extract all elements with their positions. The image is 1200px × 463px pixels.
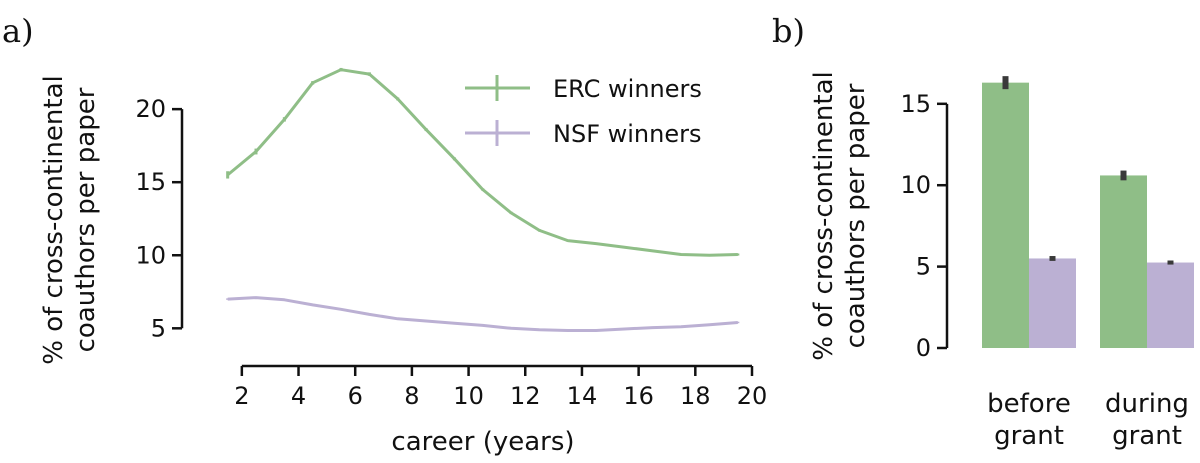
x-tick-label: 18	[680, 382, 711, 410]
category-label: grant	[994, 421, 1064, 451]
bar-chart-panel: % of cross-continental coauthors per pape…	[809, 71, 1194, 451]
line-chart-y-axis-label: % of cross-continental coauthors per pape…	[39, 75, 101, 365]
panel-label-a: a)	[2, 12, 34, 50]
x-tick-label: 2	[234, 382, 249, 410]
bar-erc-during	[1100, 175, 1147, 348]
y-axis-label-group: % of cross-continental coauthors per pape…	[809, 71, 871, 361]
x-tick-label: 20	[737, 382, 768, 410]
bar-erc-before	[982, 82, 1029, 349]
x-tick-label: 14	[567, 382, 598, 410]
x-tick-label: 10	[453, 382, 484, 410]
y-tick-label: 0	[916, 334, 931, 362]
y-tick-label: 5	[151, 314, 166, 342]
y-tick-label: 10	[135, 241, 166, 269]
bar-nsf-during	[1147, 262, 1194, 348]
line-chart-y-axis: 5 10 15 20	[135, 95, 184, 342]
y-axis-label-line-1: % of cross-continental	[39, 75, 69, 365]
y-axis-label-line-1: % of cross-continental	[809, 71, 839, 361]
y-tick-label: 15	[135, 168, 166, 196]
category-label: grant	[1112, 421, 1182, 451]
legend-label: NSF winners	[553, 120, 701, 148]
x-tick-label: 12	[510, 382, 541, 410]
y-axis-label-group: % of cross-continental coauthors per pape…	[39, 75, 101, 365]
y-tick-label: 20	[135, 95, 166, 123]
panel-label-b: b)	[772, 12, 805, 50]
bar-chart-y-axis-label: % of cross-continental coauthors per pape…	[809, 71, 871, 361]
bar-nsf-before	[1029, 258, 1076, 348]
category-label: before	[987, 389, 1071, 419]
x-tick-label: 6	[348, 382, 363, 410]
line-chart-panel: % of cross-continental coauthors per pape…	[39, 67, 768, 457]
bar-chart-bars	[982, 76, 1194, 349]
legend-label: ERC winners	[553, 75, 702, 103]
category-label: during	[1105, 389, 1189, 419]
line-chart-x-axis: 2 4 6 8 10 12 14 16 18 20	[234, 364, 768, 410]
y-axis-label-line-2: coauthors per paper	[841, 83, 871, 348]
y-tick-label: 15	[900, 90, 931, 118]
line-chart-series	[226, 67, 740, 332]
x-tick-label: 8	[404, 382, 419, 410]
x-tick-label: 16	[623, 382, 654, 410]
bar-chart-y-axis: 0 5 10 15	[900, 90, 949, 362]
y-axis-label-line-2: coauthors per paper	[71, 87, 101, 352]
line-chart-x-axis-label: career (years)	[391, 427, 574, 457]
y-tick-label: 5	[916, 253, 931, 281]
legend: ERC winners NSF winners	[465, 75, 702, 148]
y-tick-label: 10	[900, 171, 931, 199]
x-tick-label: 4	[291, 382, 306, 410]
